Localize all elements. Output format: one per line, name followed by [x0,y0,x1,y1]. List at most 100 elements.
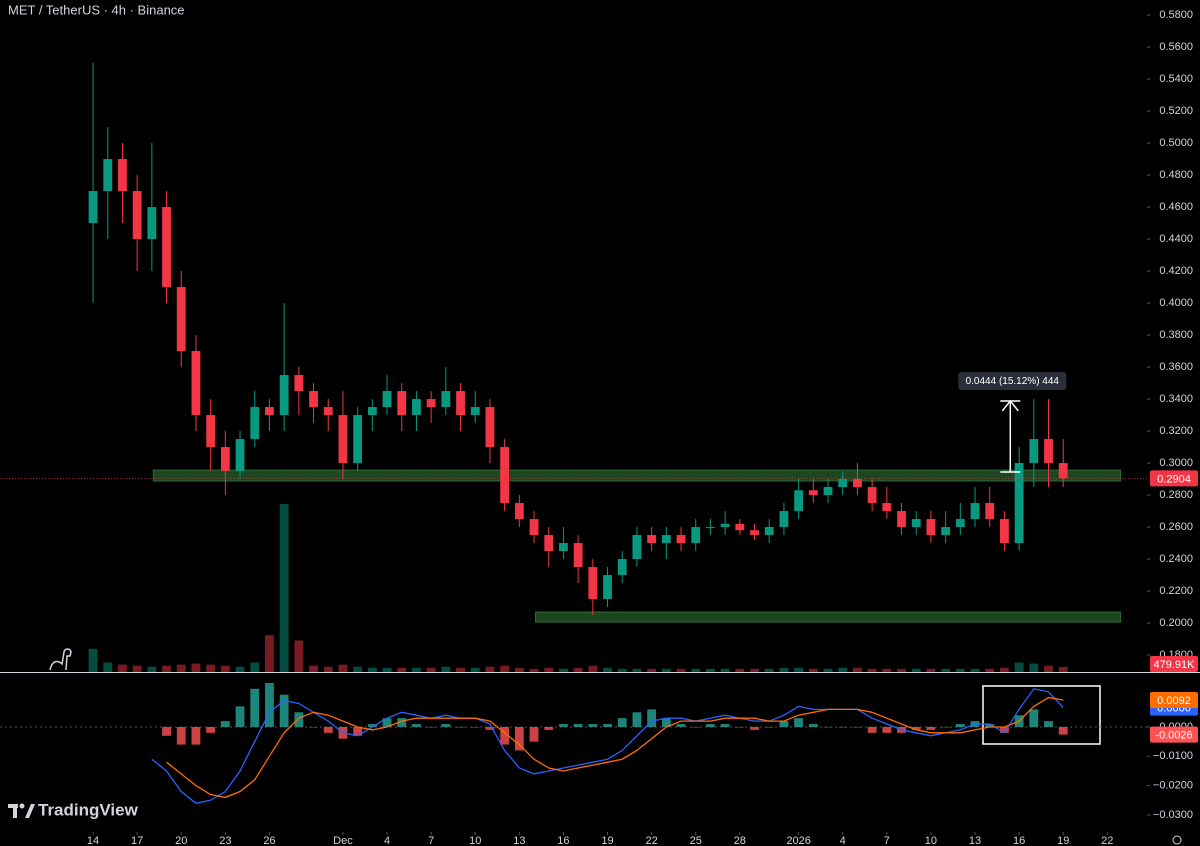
candle-body [294,375,304,392]
histogram-bar [647,709,657,727]
volume-bar [426,667,436,672]
volume-bar [147,666,157,672]
histogram-bar [691,726,701,728]
histogram-bar [191,726,201,745]
histogram-bar [353,726,363,736]
x-tick-label: 13 [969,835,981,846]
candle-body [162,207,171,288]
histogram-bar [985,724,995,727]
volume-bar [867,668,877,672]
watermark: TradingView [38,800,139,819]
volume-bar [103,662,113,672]
histogram-bar [661,718,671,727]
candle-body [573,543,583,568]
volume-bar [823,668,833,672]
candle-body [88,191,98,224]
histogram-bar [1029,709,1039,727]
volume-bar [632,668,642,672]
candle-body [955,519,965,528]
histogram-bar [588,724,598,727]
histogram-bar [867,726,877,733]
settings-icon[interactable] [1172,835,1182,845]
volume-bar [661,668,671,672]
support-zone [535,611,1122,623]
volume-bar [220,665,230,672]
y-tick-label: 0.2000 [1159,617,1193,629]
histogram-bar [838,726,848,728]
candle-body [706,527,715,529]
histogram-bar [309,726,318,728]
candle-body [441,391,451,408]
histogram-bar [220,721,230,727]
candle-body [191,351,201,416]
volume-bar [323,666,333,672]
histogram-bar [941,726,951,728]
volume-bar [470,667,480,672]
candle-body [397,391,407,416]
volume-bar [676,668,686,672]
candle-body [897,511,906,528]
x-tick-label: 17 [131,835,143,846]
histogram-bar [911,726,921,730]
logo-mark [8,803,35,818]
histogram-bar [706,724,715,727]
candle-body [309,391,318,408]
y-tick-label: 0.4000 [1159,297,1193,309]
candle-body [779,511,789,528]
candle-body [514,503,524,520]
volume-bar [794,667,804,672]
candle-body [588,567,598,600]
x-tick-label: 16 [1013,835,1025,846]
candle-body [485,407,495,448]
histogram-bar [750,726,759,730]
volume-bar [985,668,995,672]
candle-body [559,543,568,552]
histogram-bar [632,712,642,727]
histogram-bar [779,721,789,727]
candle-body [470,407,480,416]
candle-body [353,415,363,464]
histogram-bar [176,726,186,745]
measure-label-box [958,371,1067,390]
candle-body [426,399,436,408]
last-value-label-box [1150,691,1198,708]
histogram-bar [735,726,745,728]
candle-body [1029,439,1039,464]
histogram-bar [926,726,936,730]
histogram-bar [676,724,686,727]
volume-bar [882,668,892,672]
y-tick-label: −0.0100 [1153,750,1193,762]
volume-bar [838,667,848,672]
candle-body [853,479,862,488]
x-tick-label: 13 [513,835,525,846]
histogram-bar [573,724,583,727]
x-tick-label: 25 [690,835,702,846]
volume-bar [294,640,304,672]
volume-bar [353,666,363,672]
dino-outline [49,648,72,671]
last-value-label-box [1150,726,1198,743]
volume-bar [441,666,451,672]
histogram-bar [529,726,539,742]
candle-body [632,535,642,560]
y-tick-label: 0.5600 [1159,41,1193,53]
candle-body [235,439,245,472]
volume-bar [735,668,745,672]
candle-body [764,527,774,536]
volume-bar [779,667,789,672]
chart-title: MET / TetherUS · 4h · Binance [8,2,185,17]
volume-bar [955,668,965,672]
histogram-bar [265,682,274,727]
x-tick-label: 10 [925,835,937,846]
candle-body [661,535,671,544]
histogram-bar [617,718,627,727]
candle-body [176,287,186,352]
volume-bar [720,668,730,672]
candle-body [382,391,392,408]
volume-layer [88,504,1068,672]
measure-label: 0.0444 (15.12%) 444 [966,376,1060,387]
x-tick-label: Dec [333,835,353,846]
volume-bar [1044,665,1053,672]
candle-body [926,519,936,536]
